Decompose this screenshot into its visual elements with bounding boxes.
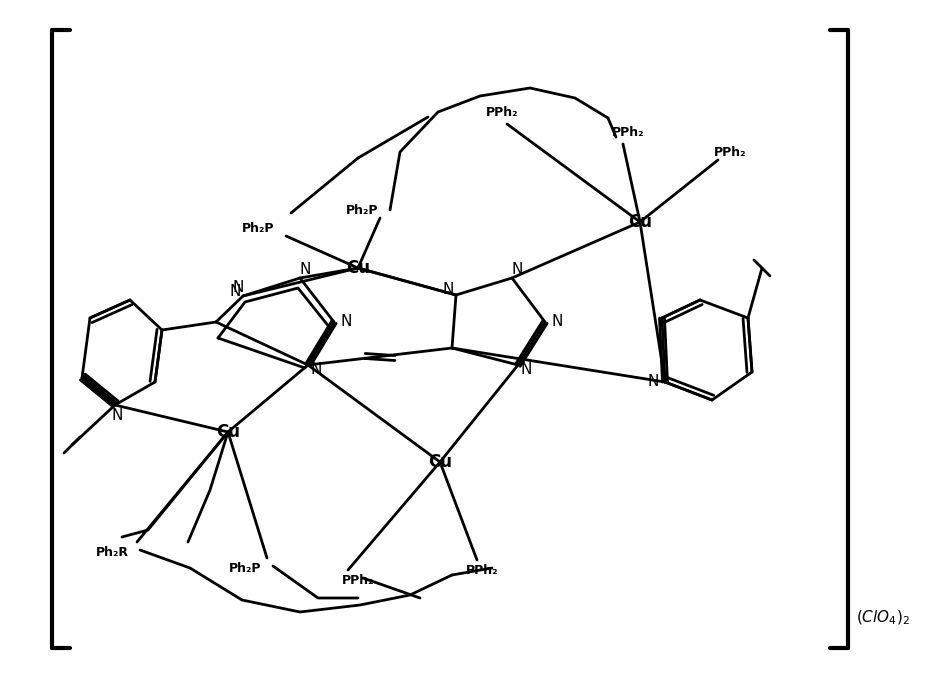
Text: PPh₂: PPh₂ bbox=[465, 564, 499, 577]
Text: N: N bbox=[233, 281, 244, 295]
Text: N: N bbox=[647, 375, 658, 389]
Text: N: N bbox=[229, 283, 240, 299]
Text: N: N bbox=[511, 262, 523, 278]
Text: N: N bbox=[443, 283, 454, 297]
Text: Cu: Cu bbox=[428, 453, 452, 471]
Text: $(ClO_4)_2$: $(ClO_4)_2$ bbox=[856, 609, 910, 627]
Text: PPh₂: PPh₂ bbox=[713, 145, 746, 158]
Text: PPh₂: PPh₂ bbox=[485, 105, 518, 118]
Text: Ph₂P: Ph₂P bbox=[229, 562, 261, 575]
Text: N: N bbox=[552, 314, 563, 329]
Text: Cu: Cu bbox=[628, 213, 652, 231]
Text: N: N bbox=[341, 314, 352, 329]
Text: Cu: Cu bbox=[216, 423, 240, 441]
Text: Ph₂R: Ph₂R bbox=[96, 546, 129, 558]
Text: Ph₂P: Ph₂P bbox=[345, 203, 378, 216]
Text: Ph₂P: Ph₂P bbox=[242, 222, 274, 235]
Text: N: N bbox=[520, 362, 532, 377]
Text: PPh₂: PPh₂ bbox=[342, 573, 375, 587]
Text: N: N bbox=[299, 262, 310, 278]
Text: N: N bbox=[310, 362, 322, 377]
Text: PPh₂: PPh₂ bbox=[612, 126, 644, 139]
Text: Cu: Cu bbox=[346, 259, 370, 277]
Text: N: N bbox=[112, 408, 123, 422]
